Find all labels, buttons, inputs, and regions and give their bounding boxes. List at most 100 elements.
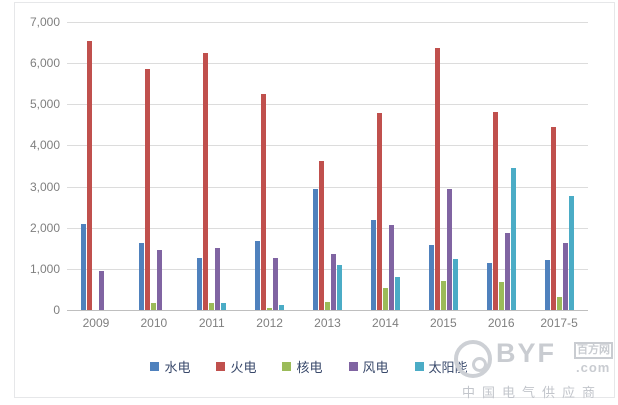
bar-水电-2014 <box>370 220 376 310</box>
bar-水电-2012 <box>255 240 261 310</box>
legend-item-核电: 核电 <box>282 357 323 376</box>
gridline <box>67 310 588 311</box>
bar-火电-2012 <box>261 94 267 310</box>
y-axis-tick-labels: 7,000 6,000 5,000 4,000 3,000 2,000 1,000 0 <box>8 16 60 316</box>
bar-火电-2011 <box>203 52 209 310</box>
legend-label: 风电 <box>362 360 389 375</box>
watermark-domain: .com <box>576 360 611 375</box>
bar-group-2011 <box>183 22 241 310</box>
bar-核电-2010 <box>151 303 157 310</box>
legend-swatch-icon <box>414 362 424 371</box>
gridline <box>67 227 588 229</box>
bar-火电-2009 <box>87 40 93 310</box>
legend-swatch-icon <box>216 362 226 371</box>
bar-风电-2010 <box>157 250 163 310</box>
legend-label: 核电 <box>296 360 323 375</box>
x-tick-label-2013: 2013 <box>314 316 341 330</box>
bar-核电-2011 <box>209 303 215 310</box>
bar-火电-2014 <box>376 113 382 310</box>
legend-label: 水电 <box>164 360 191 375</box>
bar-太阳能-2013 <box>337 265 342 310</box>
bar-风电-2012 <box>273 257 279 310</box>
bar-太阳能-2015 <box>452 258 458 310</box>
x-tick-label-2011: 2011 <box>198 316 225 330</box>
bar-group-2010 <box>125 22 183 310</box>
bar-groups <box>67 22 588 310</box>
watermark-logo-icon <box>454 340 492 378</box>
bar-group-2015 <box>414 22 472 310</box>
bar-group-2014 <box>356 22 414 310</box>
x-tick-label-2012: 2012 <box>256 316 283 330</box>
gridline <box>67 186 588 188</box>
bar-group-2016 <box>472 22 530 310</box>
watermark: BYF 百方网 .com 中国电气供应商 <box>448 338 613 400</box>
gridline <box>67 145 588 147</box>
bar-水电-2011 <box>197 257 203 310</box>
bar-火电-2016 <box>492 112 498 310</box>
legend-swatch-icon <box>150 362 160 371</box>
x-axis-tick-labels: 2009 2010 2011 2012 2013 2014 2015 2016 2017-5 <box>67 316 588 330</box>
bar-核电-2013 <box>325 302 330 310</box>
x-tick-label-2015: 2015 <box>429 316 457 330</box>
bar-风电-2016 <box>504 233 510 310</box>
bar-太阳能-2017-5 <box>568 196 574 310</box>
plot-area <box>67 22 588 311</box>
legend-item-风电: 风电 <box>348 357 389 376</box>
y-tick-label: 6,000 <box>29 56 60 71</box>
bar-火电-2010 <box>145 69 151 310</box>
chart-border <box>14 2 615 398</box>
legend-item-火电: 火电 <box>216 357 256 376</box>
bar-太阳能-2012 <box>279 305 285 310</box>
y-tick-label: 7,000 <box>29 15 60 29</box>
bar-水电-2013 <box>313 188 318 310</box>
y-tick-label: 1,000 <box>29 261 60 276</box>
bar-火电-2013 <box>319 161 324 310</box>
x-tick-label-2014: 2014 <box>372 316 399 330</box>
watermark-tagline: 中国电气供应商 <box>462 385 603 400</box>
bar-水电-2010 <box>139 242 145 310</box>
gridline <box>67 268 588 270</box>
bar-水电-2016 <box>486 262 492 310</box>
bar-风电-2011 <box>215 248 221 310</box>
x-tick-label-2017-5: 2017-5 <box>540 316 578 330</box>
y-tick-label: 4,000 <box>29 138 60 153</box>
gridline <box>67 104 588 106</box>
bar-太阳能-2011 <box>221 302 227 310</box>
bar-group-2012 <box>241 22 299 310</box>
x-tick-label-2016: 2016 <box>487 316 515 330</box>
legend-item-水电: 水电 <box>150 357 190 376</box>
bar-group-2013 <box>299 22 357 310</box>
bar-风电-2013 <box>331 253 336 310</box>
y-tick-label: 2,000 <box>29 220 60 235</box>
bar-风电-2014 <box>388 224 394 310</box>
bar-核电-2012 <box>267 308 273 310</box>
bar-火电-2015 <box>434 47 440 310</box>
bar-水电-2009 <box>81 224 87 310</box>
bar-核电-2017-5 <box>556 296 562 310</box>
bar-风电-2009 <box>99 270 105 310</box>
legend-label: 火电 <box>230 360 257 375</box>
gridline <box>67 22 588 23</box>
bar-group-2017-5 <box>530 22 588 310</box>
legend-swatch-icon <box>282 362 292 371</box>
watermark-box-text: 百方网 <box>574 342 613 359</box>
watermark-brand: BYF <box>496 338 556 368</box>
y-tick-label: 3,000 <box>29 179 60 194</box>
bar-水电-2017-5 <box>544 259 550 310</box>
gridline <box>67 63 588 65</box>
bar-太阳能-2014 <box>394 277 400 310</box>
y-tick-label: 0 <box>53 303 60 317</box>
bar-火电-2017-5 <box>550 127 556 310</box>
x-tick-label-2010: 2010 <box>140 316 168 330</box>
bar-水电-2015 <box>428 244 434 310</box>
legend-swatch-icon <box>348 362 358 371</box>
bar-风电-2015 <box>446 189 452 310</box>
bar-group-2009 <box>67 22 125 310</box>
y-tick-label: 5,000 <box>29 97 60 112</box>
bar-核电-2016 <box>498 281 504 310</box>
bar-核电-2015 <box>440 280 446 310</box>
x-tick-label-2009: 2009 <box>82 316 110 330</box>
bar-核电-2014 <box>382 288 388 310</box>
bar-太阳能-2016 <box>510 168 516 310</box>
